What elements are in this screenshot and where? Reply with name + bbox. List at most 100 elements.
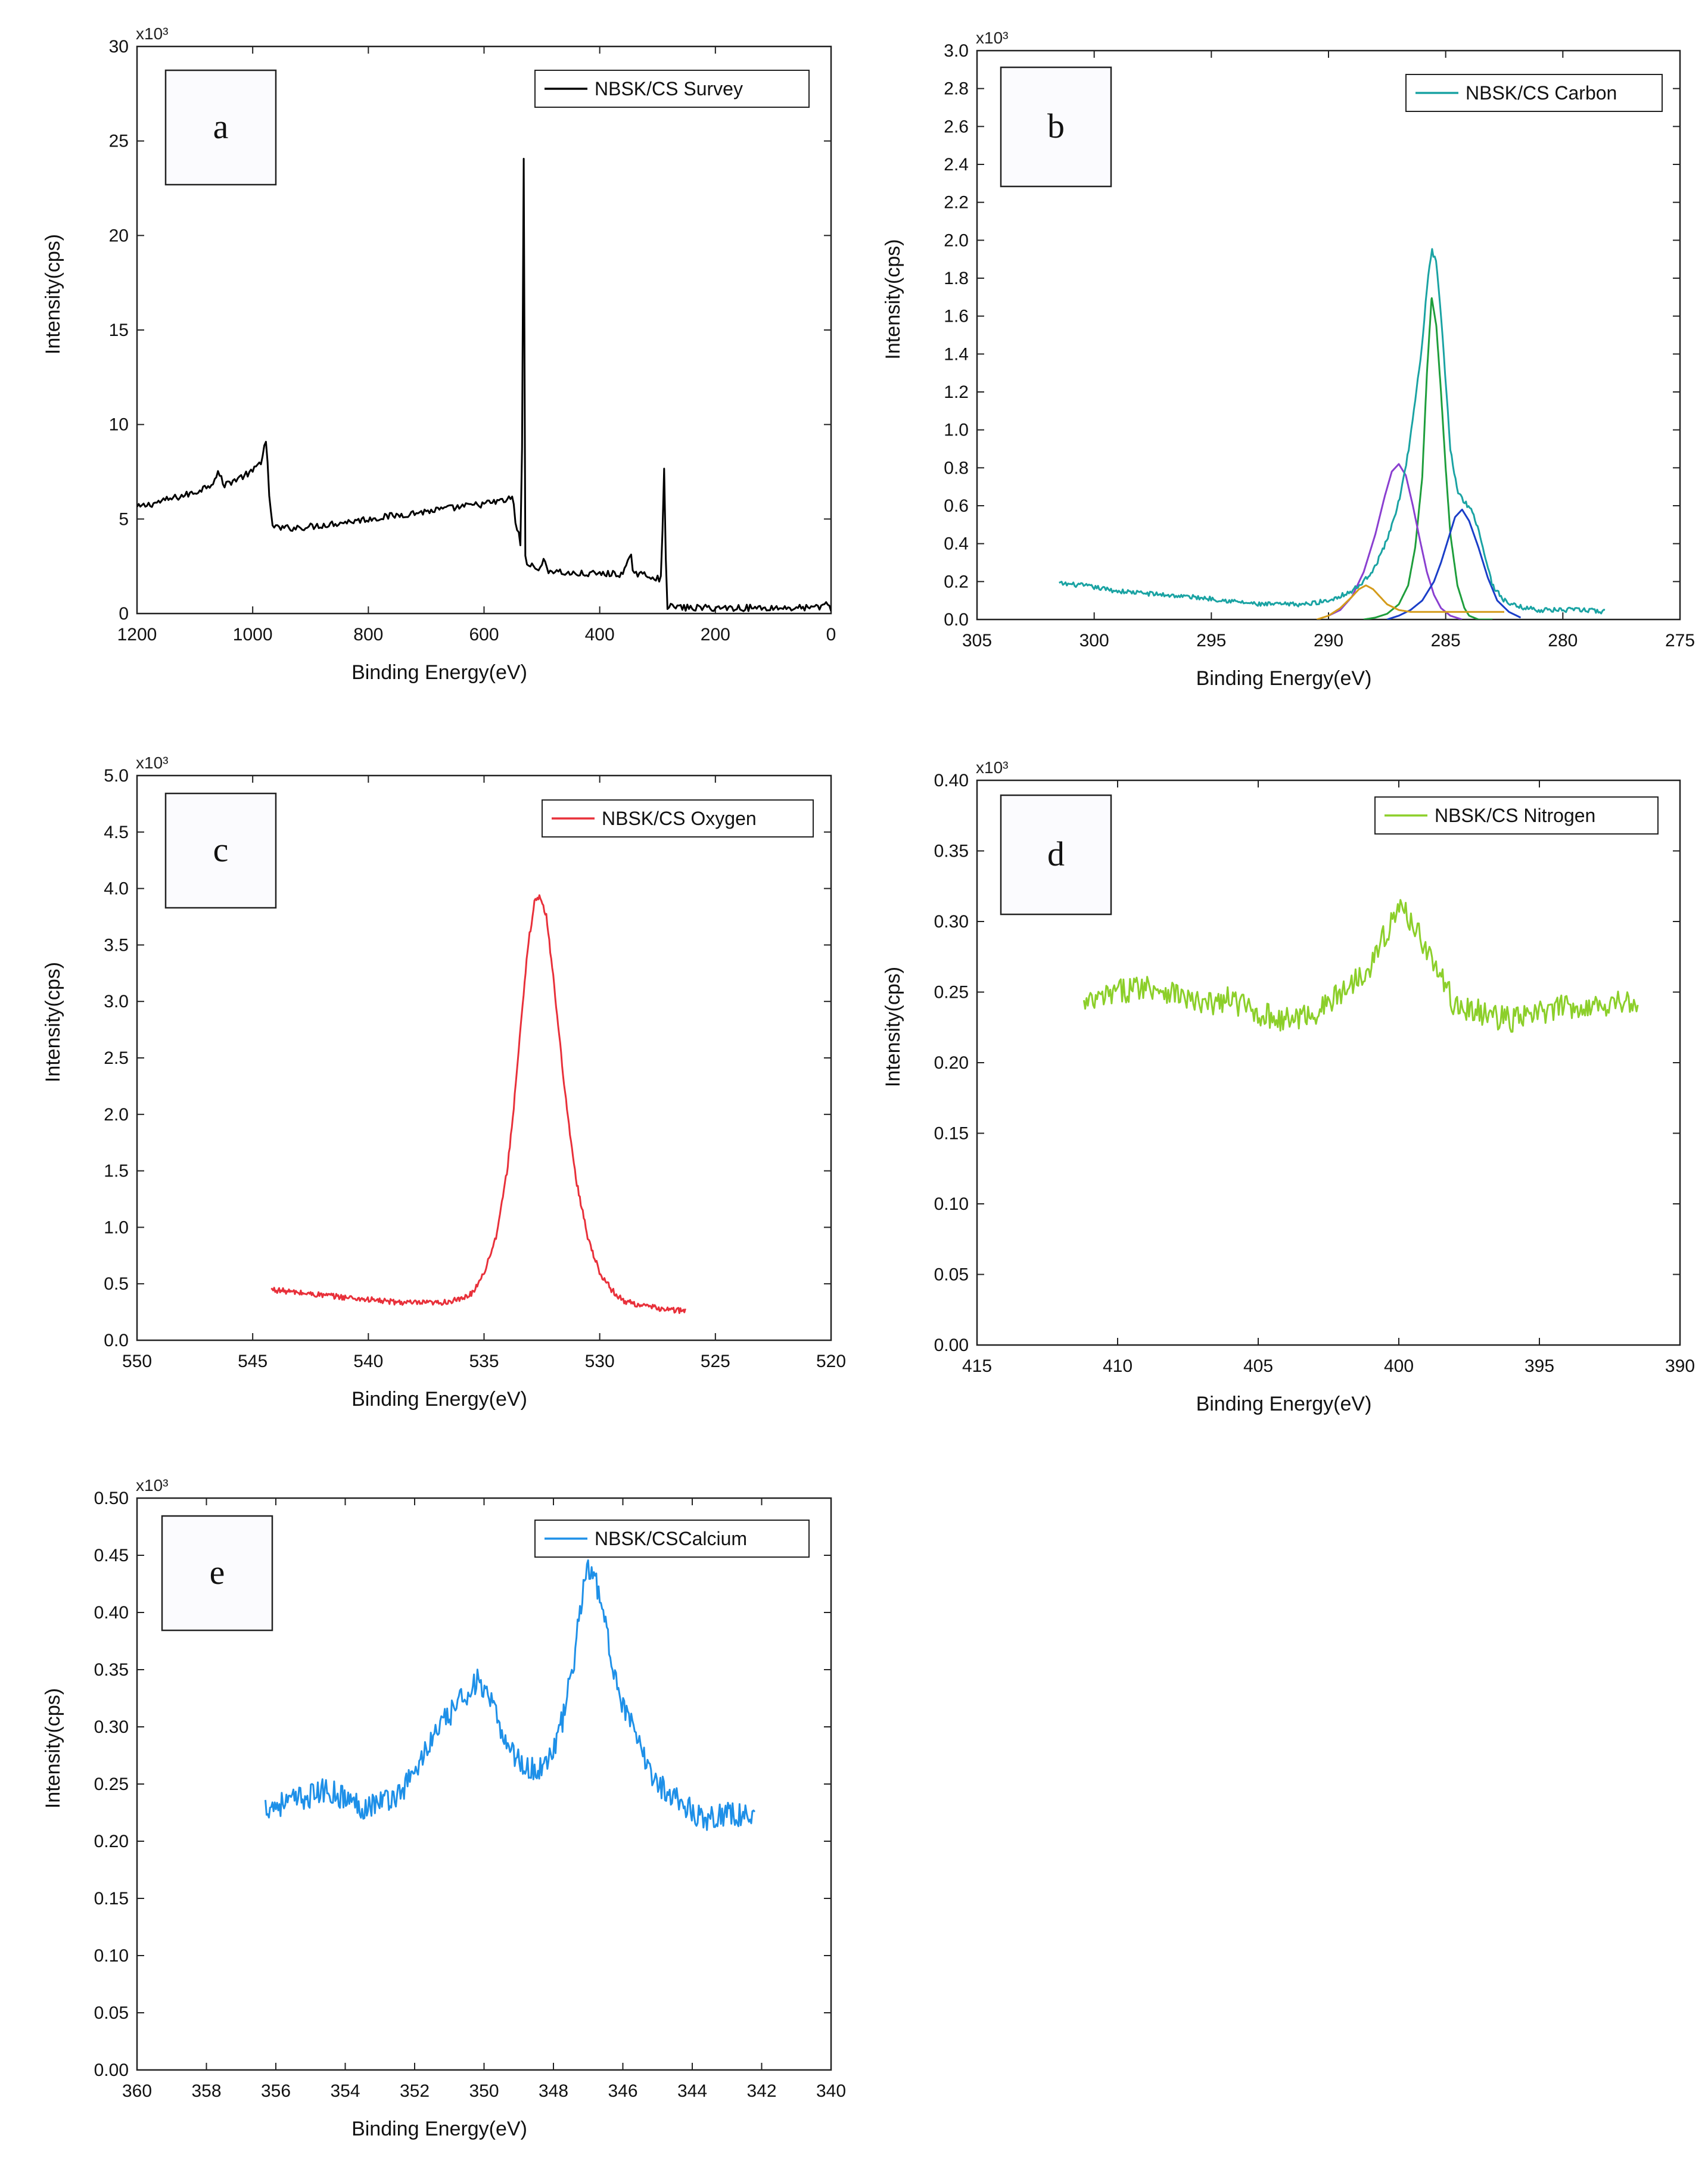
y-tick-label: 0.05: [94, 2003, 129, 2023]
legend-label: NBSK/CSCalcium: [595, 1528, 747, 1549]
x-tick-label: 358: [191, 2081, 221, 2101]
y-multiplier: x10³: [136, 24, 168, 43]
series-line-b-1: [1363, 297, 1494, 619]
y-tick-label: 1.5: [104, 1162, 129, 1181]
legend-label: NBSK/CS Carbon: [1466, 82, 1617, 104]
x-tick-label: 395: [1525, 1356, 1554, 1376]
panel-letter: a: [213, 107, 229, 146]
x-tick-label: 350: [469, 2081, 499, 2101]
y-tick-label: 0.05: [934, 1265, 969, 1285]
panel-b: 305 300 295 290 285 280 275 0.0 0.2 0.4 0.6 0.8 1.0 1…: [882, 29, 1695, 690]
x-tick-label: 280: [1548, 631, 1578, 650]
panel-letter: e: [210, 1553, 225, 1592]
y-tick-label: 0.40: [934, 771, 969, 790]
series-line-b-4: [1316, 584, 1505, 619]
x-tick-label: 300: [1079, 631, 1109, 650]
series-line-a-0: [137, 158, 831, 612]
y-tick-label: 0.35: [934, 842, 969, 861]
y-tick-label: 3.5: [104, 935, 129, 955]
x-tick-label: 356: [261, 2081, 291, 2101]
y-tick-label: 0.15: [94, 1889, 129, 1909]
x-tick-label: 340: [816, 2081, 846, 2101]
y-tick-label: 1.8: [944, 269, 969, 288]
y-tick-label: 0.10: [94, 1946, 129, 1966]
y-tick-label: 0.45: [94, 1546, 129, 1565]
y-tick-label: 0.30: [94, 1717, 129, 1737]
y-tick-label: 0.4: [944, 534, 969, 554]
y-tick-label: 3.0: [944, 41, 969, 61]
x-axis-title: Binding Energy(eV): [351, 2118, 527, 2140]
x-tick-label: 550: [122, 1352, 152, 1371]
y-tick-label: 2.6: [944, 117, 969, 136]
y-tick-label: 4.5: [104, 823, 129, 842]
x-tick-label: 352: [400, 2081, 430, 2101]
panel-e: 360 358 356 354 352 350 348 346 344 342 340 0.00 0.0…: [42, 1476, 846, 2140]
panel-letter-box: [164, 792, 277, 909]
panel-letter-box: [161, 1515, 273, 1632]
x-tick-label: 800: [353, 625, 383, 645]
x-tick-label: 405: [1243, 1356, 1273, 1376]
panel-d: 415 410 405 400 395 390 0.00 0.05 0.10 0.15 0.20 0.…: [882, 758, 1695, 1415]
y-axis-title: Intensity(cps): [882, 967, 904, 1087]
y-tick-label: 0.8: [944, 458, 969, 478]
x-tick-label: 600: [469, 625, 499, 645]
x-tick-label: 342: [746, 2081, 776, 2101]
y-tick-label: 2.4: [944, 155, 969, 175]
panel-letter-box: [1000, 794, 1112, 916]
x-tick-label: 520: [816, 1352, 846, 1371]
y-tick-label: 5: [119, 509, 129, 529]
x-tick-label: 360: [122, 2081, 152, 2101]
y-tick-label: 0.50: [94, 1489, 129, 1508]
series-line-c-0: [270, 894, 686, 1314]
y-tick-label: 0.20: [934, 1053, 969, 1073]
x-tick-label: 348: [539, 2081, 568, 2101]
x-tick-label: 545: [238, 1352, 267, 1371]
y-tick-label: 0: [119, 604, 129, 624]
y-tick-label: 0.00: [94, 2060, 129, 2080]
y-tick-label: 0.6: [944, 496, 969, 516]
y-axis-title: Intensity(cps): [882, 239, 904, 359]
legend-label: NBSK/CS Survey: [595, 78, 743, 99]
y-tick-label: 2.0: [944, 231, 969, 250]
y-tick-label: 0.0: [104, 1331, 129, 1350]
x-tick-label: 400: [585, 625, 615, 645]
legend-label: NBSK/CS Nitrogen: [1435, 805, 1595, 826]
x-tick-label: 0: [826, 625, 836, 645]
x-tick-label: 354: [330, 2081, 360, 2101]
x-tick-label: 346: [608, 2081, 637, 2101]
panel-c: 550 545 540 535 530 525 520 0.0 0.5 1.0 1.5 2.0 2.5 3…: [42, 754, 846, 1411]
y-tick-label: 25: [109, 132, 129, 151]
y-multiplier: x10³: [976, 29, 1008, 47]
panel-letter-box: [164, 69, 277, 186]
y-tick-label: 2.0: [104, 1105, 129, 1125]
y-tick-label: 2.5: [104, 1048, 129, 1068]
x-tick-label: 410: [1103, 1356, 1133, 1376]
y-tick-label: 1.2: [944, 382, 969, 402]
x-tick-label: 1000: [233, 625, 273, 645]
x-tick-label: 525: [701, 1352, 730, 1371]
x-tick-label: 530: [585, 1352, 615, 1371]
x-axis-title: Binding Energy(eV): [1196, 1393, 1372, 1415]
y-tick-label: 3.0: [104, 992, 129, 1011]
y-tick-label: 1.0: [944, 421, 969, 440]
panel-letter: c: [213, 830, 229, 869]
y-tick-label: 1.4: [944, 344, 969, 364]
x-tick-label: 344: [677, 2081, 707, 2101]
y-tick-label: 0.25: [94, 1774, 129, 1794]
series-line-b-3: [1386, 509, 1522, 619]
y-tick-label: 15: [109, 320, 129, 340]
y-tick-label: 1.6: [944, 307, 969, 326]
y-tick-label: 2.8: [944, 79, 969, 99]
y-tick-label: 0.20: [94, 1832, 129, 1851]
panel-letter: b: [1047, 107, 1065, 145]
y-tick-label: 10: [109, 415, 129, 435]
y-tick-label: 20: [109, 226, 129, 245]
x-tick-label: 390: [1665, 1356, 1695, 1376]
x-tick-label: 415: [962, 1356, 992, 1376]
x-tick-label: 535: [469, 1352, 499, 1371]
y-tick-label: 0.2: [944, 572, 969, 591]
series-line-e-0: [265, 1559, 756, 1831]
series-line-d-0: [1082, 899, 1639, 1033]
panel-a: 1200 1000 800 600 400 200 0 0 5 10 15 20 25 30 x10³ Bin…: [42, 24, 836, 684]
